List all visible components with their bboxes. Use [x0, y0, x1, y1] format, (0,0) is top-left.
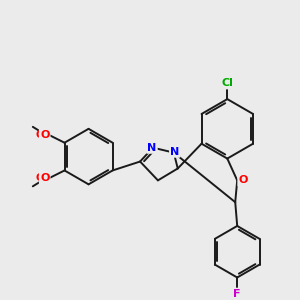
Text: N: N: [147, 143, 157, 153]
Text: F: F: [233, 289, 241, 299]
Text: O: O: [35, 173, 45, 183]
Text: Cl: Cl: [221, 78, 233, 88]
Text: O: O: [40, 130, 50, 140]
Text: F: F: [233, 289, 241, 299]
Text: Cl: Cl: [221, 78, 233, 88]
Text: O: O: [40, 173, 50, 183]
Text: O: O: [35, 130, 45, 140]
Text: N: N: [147, 143, 157, 153]
Text: O: O: [238, 176, 248, 185]
Text: O: O: [238, 176, 248, 185]
Text: N: N: [170, 147, 179, 157]
Text: N: N: [170, 147, 179, 157]
